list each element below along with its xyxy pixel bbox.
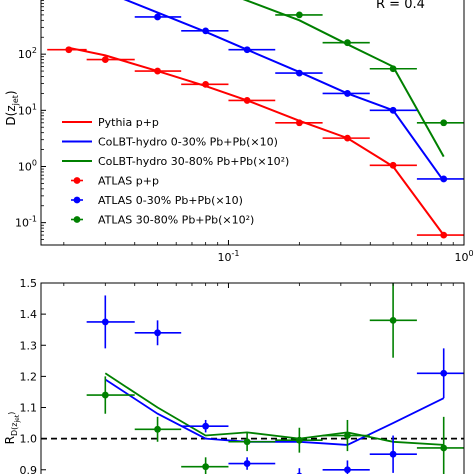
top-x-tick-label: 100 [454,249,473,264]
top-point-atlas-0-30-pb-pb-10 [295,69,303,77]
top-point-atlas-30-80-pb-pb-10 [344,39,351,47]
top-line-colbt-hydro-0-30-pb-pb-10 [123,0,445,182]
legend-label-atlas-p-p: ATLAS p+p [98,175,159,188]
top-annotation: R = 0.4 [376,0,425,12]
bottom-panel: 0.9 1.0 1.1 1.2 1.3 1.4 1.5 RD(zjet) [3,277,465,474]
bottom-y-axis-label: RD(zjet) [3,412,21,445]
top-y-tick-label: 10-1 [15,215,37,230]
top-point-atlas-0-30-pb-pb-10 [344,90,351,97]
bottom-axes-frame [40,282,465,474]
top-point-atlas-30-80-pb-pb-10 [389,65,397,73]
bottom-ticks: 0.9 1.0 1.1 1.2 1.3 1.4 1.5 [20,277,465,474]
bottom-point-30-80 [344,432,351,439]
top-panel: 10-1 100 101 102 10-1 100 D(zjet) R = 0.4 Pyt… [4,0,474,264]
bottom-line-30-80 [104,372,444,446]
bottom-point-30-80 [295,436,303,444]
legend-label-atlas-30-80-pb-pb-10: ATLAS 30-80% Pb+Pb(×10²) [98,214,254,227]
legend-label-colbt-hydro-30-80-pb-pb-10: CoLBT-hydro 30-80% Pb+Pb(×10²) [98,155,289,168]
top-point-atlas-p-p [202,80,210,88]
top-point-atlas-0-30-pb-pb-10 [154,13,161,21]
bottom-point-30-80 [440,444,448,452]
bottom-point-0-30 [440,369,448,377]
top-point-atlas-0-30-pb-pb-10 [202,27,210,35]
top-point-atlas-0-30-pb-pb-10 [243,46,251,54]
top-point-atlas-p-p [101,56,109,64]
legend-swatch-atlas-0-30-pb-pb-10 [73,196,81,204]
bottom-point-30-80 [101,391,109,399]
legend-label-atlas-0-30-pb-pb-10: ATLAS 0-30% Pb+Pb(×10) [98,194,243,207]
bottom-point-0-30 [154,329,161,337]
top-point-atlas-p-p [440,231,448,239]
top-x-tick-label: 10-1 [217,249,239,264]
legend-label-pythia-p-p: Pythia p+p [98,116,159,129]
top-point-atlas-p-p [344,134,351,142]
legend: Pythia p+p CoLBT-hydro 0-30% Pb+Pb(×10) Co… [62,116,289,227]
bottom-point-30-80 [389,316,397,324]
top-point-atlas-p-p [154,67,161,75]
bottom-y-tick-label: 1.0 [20,433,38,446]
bottom-plot-area [41,283,464,474]
top-point-atlas-30-80-pb-pb-10 [440,119,448,127]
top-ticks: 10-1 100 101 102 10-1 100 [15,0,474,264]
legend-swatch-atlas-30-80-pb-pb-10 [73,216,81,223]
legend-swatch-atlas-p-p [73,177,81,184]
bottom-point-0-30 [101,318,109,326]
top-point-atlas-0-30-pb-pb-10 [389,106,397,114]
bottom-y-tick-label: 1.2 [20,370,38,383]
top-axes-frame [40,0,465,246]
top-y-axis-label: D(zjet) [4,90,20,125]
top-point-atlas-p-p [65,46,73,54]
bottom-y-tick-label: 0.9 [20,464,38,474]
bottom-point-0-30 [202,422,210,430]
top-plot-area [47,0,464,239]
top-point-atlas-p-p [243,97,251,104]
top-y-tick-label: 102 [18,46,37,61]
bottom-y-tick-label: 1.1 [20,402,38,415]
bottom-point-30-80 [202,463,210,471]
bottom-y-tick-label: 1.3 [20,339,38,352]
bottom-point-30-80 [243,438,251,446]
bottom-point-0-30 [243,460,251,467]
bottom-point-0-30 [344,466,351,474]
top-y-tick-label: 101 [18,102,37,117]
top-y-tick-label: 100 [18,158,37,173]
bottom-y-tick-label: 1.5 [20,277,38,290]
bottom-y-tick-label: 1.4 [20,308,38,321]
bottom-point-30-80 [154,425,161,433]
top-point-atlas-30-80-pb-pb-10 [295,11,303,19]
top-point-atlas-0-30-pb-pb-10 [440,175,448,183]
top-point-atlas-p-p [389,161,397,169]
bottom-point-0-30 [389,450,397,458]
legend-label-colbt-hydro-0-30-pb-pb-10: CoLBT-hydro 0-30% Pb+Pb(×10) [98,136,278,149]
top-point-atlas-p-p [295,119,303,127]
